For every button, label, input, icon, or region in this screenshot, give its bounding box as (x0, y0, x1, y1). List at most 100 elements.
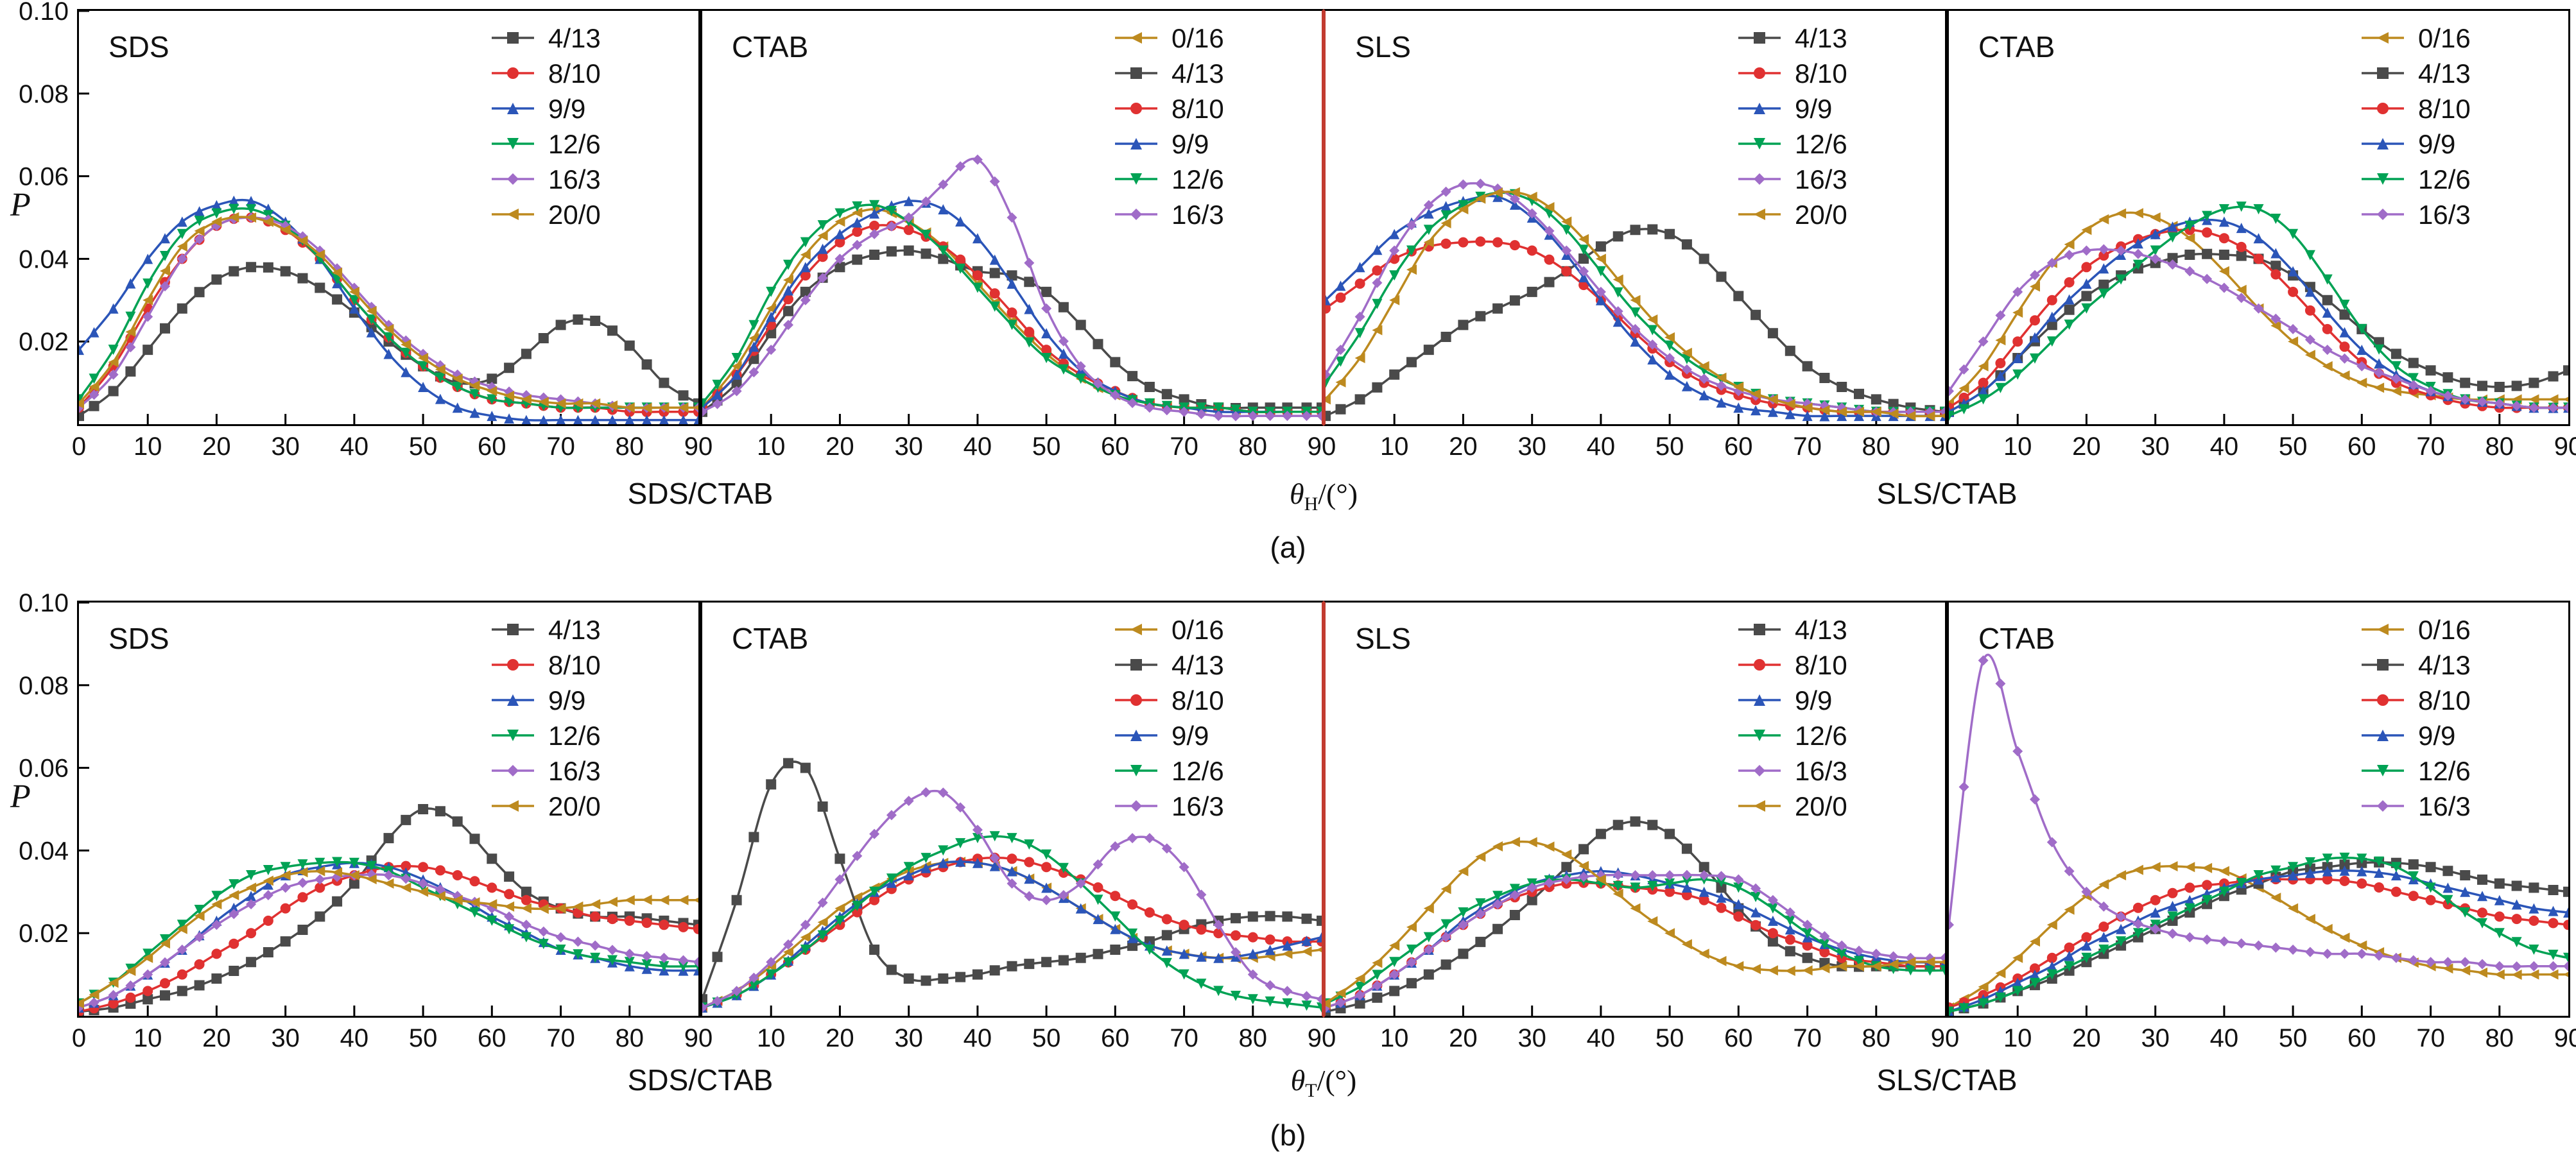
legend-label: 8/10 (2418, 685, 2471, 715)
panel-plot: 10 20 30 40 50 60 70 80 90 CTAB 0/16 4/13 8/10 9/9 12/… (702, 23, 1336, 461)
y-tick-label: 0.02 (19, 920, 69, 948)
x-tick-label: 60 (1101, 1024, 1130, 1052)
legend-label: 12/6 (548, 721, 601, 751)
panel-plot: 10 20 30 40 50 60 70 80 90 CTAB 0/16 4/13 8/10 9/9 12/… (1949, 615, 2576, 1052)
series-group (1326, 816, 1945, 1016)
x-axis-ticks: 0 10 20 30 40 50 60 70 80 90 (72, 1006, 713, 1052)
x-axis-ticks: 10 20 30 40 50 60 70 80 90 (1380, 414, 1959, 461)
x-tick-label: 70 (1793, 1024, 1822, 1052)
series-line (79, 207, 698, 409)
x-tick-label: 30 (1517, 432, 1546, 461)
x-tick-label: 80 (1239, 432, 1268, 461)
legend-label: 20/0 (1795, 791, 1847, 821)
x-tick-label: 60 (1101, 432, 1130, 461)
legend-label: 4/13 (548, 615, 601, 645)
series-line (79, 869, 698, 1005)
x-axis-ticks: 10 20 30 40 50 60 70 80 90 (2003, 414, 2576, 461)
panel-plot: 10 20 30 40 50 60 70 80 90 CTAB 0/16 4/13 8/10 9/9 12/… (1949, 23, 2576, 461)
x-tick-label: 20 (1449, 1024, 1478, 1052)
x-tick-label: 50 (409, 1024, 438, 1052)
x-tick-label: 50 (409, 432, 438, 461)
legend-marker (507, 173, 519, 185)
series-markers (79, 869, 698, 1013)
x-tick-label: 0 (72, 432, 86, 461)
legend-label: 0/16 (1171, 615, 1224, 645)
legend-marker (2377, 209, 2389, 220)
y-tick-label: 0.04 (19, 837, 69, 865)
legend-label: 9/9 (1171, 721, 1209, 751)
legend-label: 8/10 (1171, 94, 1224, 124)
series-line (1326, 878, 1945, 1005)
panel-a-ctab-left: 10 20 30 40 50 60 70 80 90 CTAB 0/16 4/13 8/10 9/9 12/… (700, 9, 1336, 461)
legend-marker (507, 67, 519, 79)
x-tick-label: 60 (1724, 432, 1753, 461)
x-tick-label: 50 (2279, 1024, 2308, 1052)
panel-title: CTAB (732, 622, 808, 655)
row-b-panels: 0 10 20 30 40 50 60 70 80 90 0.02 0.04 0.06 0.08 0.10 S… (19, 589, 2576, 1052)
legend-marker (1130, 32, 1142, 44)
legend: 4/13 8/10 9/9 12/6 16/3 20/0 (492, 615, 601, 821)
x-tick-label: 10 (757, 432, 786, 461)
series-group (702, 154, 1322, 422)
legend-marker (1754, 32, 1765, 44)
y-tick-label: 0.02 (19, 328, 69, 356)
legend-label: 12/6 (1171, 756, 1224, 786)
y-axis-label: P (10, 778, 31, 815)
legend-marker (2377, 730, 2389, 741)
panel-title: SDS (108, 30, 169, 64)
legend-label: 4/13 (1795, 615, 1847, 645)
x-tick-label: 80 (1239, 1024, 1268, 1052)
legend-label: 20/0 (548, 791, 601, 821)
legend: 0/16 4/13 8/10 9/9 12/6 16/3 (2362, 23, 2471, 230)
legend-label: 12/6 (1795, 129, 1847, 159)
theta-subscript: T (1305, 1080, 1317, 1102)
y-tick-label: 0.08 (19, 80, 69, 108)
legend-marker (507, 730, 519, 741)
legend-label: 8/10 (1795, 650, 1847, 680)
legend-label: 12/6 (2418, 756, 2471, 786)
x-tick-label: 80 (1862, 432, 1891, 461)
panel-b-ctab-left: 10 20 30 40 50 60 70 80 90 CTAB 0/16 4/13 8/10 9/9 12/… (700, 601, 1336, 1052)
x-tick-label: 90 (1308, 432, 1336, 461)
panel-plot: 10 20 30 40 50 60 70 80 90 SLS 4/13 8/10 9/9 12/6 16/3… (1326, 615, 1959, 1052)
x-tick-label: 30 (894, 1024, 923, 1052)
x-axis-group-label-left: SDS/CTAB (627, 477, 774, 510)
subfigure-caption-b: (b) (1270, 1118, 1306, 1152)
legend-label: 9/9 (1171, 129, 1209, 159)
legend-label: 9/9 (1795, 94, 1832, 124)
legend-label: 12/6 (548, 129, 601, 159)
x-tick-label: 90 (2554, 432, 2576, 461)
x-tick-label: 40 (964, 432, 992, 461)
x-tick-label: 70 (2416, 432, 2445, 461)
x-tick-label: 70 (2416, 1024, 2445, 1052)
series-line (79, 198, 698, 422)
x-tick-label: 50 (1655, 1024, 1684, 1052)
series-line (1326, 873, 1945, 1009)
x-tick-label: 30 (271, 432, 300, 461)
x-tick-label: 60 (2347, 432, 2376, 461)
series-markers (702, 857, 1322, 1013)
legend-marker (1130, 624, 1142, 635)
legend-marker (1754, 103, 1765, 114)
panel-b-ctab-right: 10 20 30 40 50 60 70 80 90 CTAB 0/16 4/13 8/10 9/9 12/… (1947, 601, 2576, 1052)
legend-label: 9/9 (1795, 685, 1832, 715)
legend-marker (1754, 800, 1765, 812)
x-tick-label: 10 (1380, 432, 1409, 461)
legend-label: 0/16 (2418, 23, 2471, 53)
series-markers (702, 852, 1322, 1013)
legend-marker (507, 694, 519, 706)
series-group (1326, 178, 1945, 422)
theta-units: /(°) (1317, 1064, 1357, 1097)
legend-marker (2377, 694, 2389, 706)
legend-label: 4/13 (1171, 650, 1224, 680)
legend-label: 9/9 (548, 685, 585, 715)
legend-marker (1130, 730, 1142, 741)
legend-label: 4/13 (1795, 23, 1847, 53)
panel-title: SLS (1355, 622, 1411, 655)
legend-label: 8/10 (548, 58, 601, 89)
legend-marker (1754, 659, 1765, 671)
legend-marker (507, 800, 519, 812)
x-tick-label: 30 (894, 432, 923, 461)
legend: 4/13 8/10 9/9 12/6 16/3 20/0 (492, 23, 601, 230)
